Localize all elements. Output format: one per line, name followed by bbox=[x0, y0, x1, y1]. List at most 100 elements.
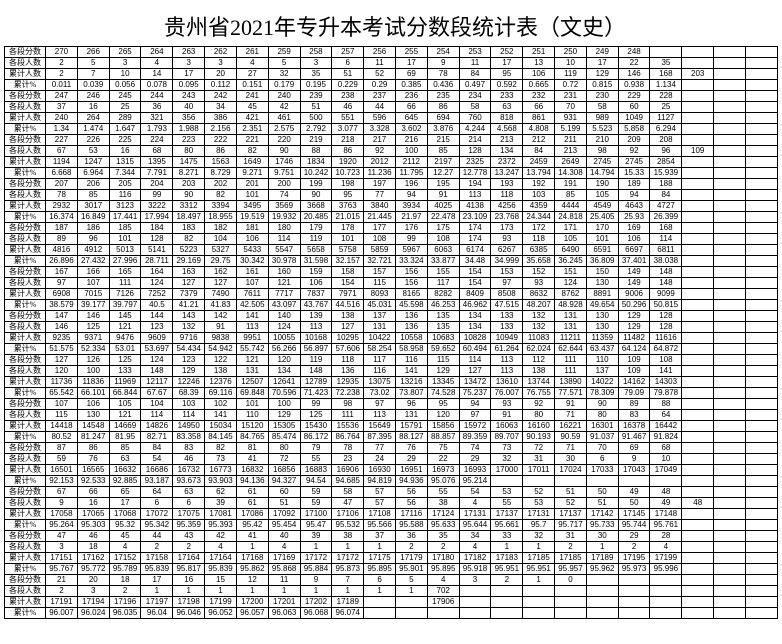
cell bbox=[714, 179, 746, 190]
cell: 4643 bbox=[618, 201, 650, 212]
cell bbox=[714, 608, 746, 619]
cell: 63 bbox=[173, 487, 205, 498]
cell: 2 bbox=[141, 542, 173, 553]
cell: 11736 bbox=[46, 377, 78, 388]
cell: 17043 bbox=[618, 465, 650, 476]
cell bbox=[745, 58, 777, 69]
cell: 130 bbox=[586, 278, 618, 289]
cell: 17092 bbox=[268, 509, 300, 520]
cell: 51 bbox=[332, 69, 364, 80]
cell: 174 bbox=[459, 223, 491, 234]
table-row: 累计人数144181454814669148261495015034151201… bbox=[5, 421, 778, 432]
cell: 1.988 bbox=[173, 124, 205, 135]
cell: 13216 bbox=[395, 377, 427, 388]
cell bbox=[745, 586, 777, 597]
cell: 51.575 bbox=[46, 344, 78, 355]
cell: 13345 bbox=[427, 377, 459, 388]
cell: 59 bbox=[300, 498, 332, 509]
cell: 121 bbox=[236, 355, 268, 366]
cell bbox=[714, 575, 746, 586]
cell: 7126 bbox=[109, 289, 141, 300]
cell bbox=[745, 410, 777, 421]
cell: 114 bbox=[650, 234, 682, 245]
row-label: 各段分数 bbox=[5, 47, 46, 58]
cell: 2.351 bbox=[236, 124, 268, 135]
cell bbox=[555, 597, 587, 608]
cell: 169 bbox=[618, 223, 650, 234]
row-label: 累计% bbox=[5, 520, 46, 531]
cell: 67 bbox=[46, 487, 78, 498]
cell bbox=[491, 597, 523, 608]
cell: 71.423 bbox=[300, 388, 332, 399]
cell: 88 bbox=[300, 146, 332, 157]
cell: 99 bbox=[300, 399, 332, 410]
cell bbox=[714, 157, 746, 168]
cell: 31 bbox=[523, 454, 555, 465]
cell: 2.792 bbox=[300, 124, 332, 135]
row-label: 累计% bbox=[5, 212, 46, 223]
cell: 118 bbox=[332, 355, 364, 366]
cell bbox=[650, 476, 682, 487]
cell: 84.145 bbox=[205, 432, 237, 443]
cell: 16773 bbox=[205, 465, 237, 476]
cell: 57.606 bbox=[332, 344, 364, 355]
cell: 95.918 bbox=[459, 564, 491, 575]
cell: 87.395 bbox=[364, 432, 396, 443]
cell: 645 bbox=[395, 113, 427, 124]
cell: 92 bbox=[523, 399, 555, 410]
cell: 115 bbox=[427, 355, 459, 366]
row-label: 各段人数 bbox=[5, 58, 46, 69]
cell bbox=[682, 586, 714, 597]
cell: 17182 bbox=[459, 553, 491, 564]
cell: 76.007 bbox=[491, 388, 523, 399]
cell bbox=[682, 443, 714, 454]
cell bbox=[714, 465, 746, 476]
cell: 161 bbox=[236, 267, 268, 278]
cell bbox=[682, 476, 714, 487]
table-row: 累计人数119412471315139514751563164917461834… bbox=[5, 157, 778, 168]
cell: 38.579 bbox=[46, 300, 78, 311]
cell: 17137 bbox=[555, 509, 587, 520]
cell: 2 bbox=[491, 575, 523, 586]
table-row: 各段人数675316688086829088869210085128134842… bbox=[5, 146, 778, 157]
cell bbox=[682, 289, 714, 300]
cell: 10295 bbox=[332, 333, 364, 344]
cell: 17116 bbox=[395, 509, 427, 520]
cell: 6591 bbox=[586, 245, 618, 256]
row-label: 各段人数 bbox=[5, 454, 46, 465]
cell: 118 bbox=[491, 190, 523, 201]
cell: 1475 bbox=[173, 157, 205, 168]
cell: 16501 bbox=[46, 465, 78, 476]
cell: 91 bbox=[427, 190, 459, 201]
cell: 3 bbox=[205, 58, 237, 69]
cell bbox=[682, 509, 714, 520]
cell: 34.999 bbox=[491, 256, 523, 267]
table-row: 累计%38.57939.17739.79740.541.2141.8342.50… bbox=[5, 300, 778, 311]
cell: 90.59 bbox=[555, 432, 587, 443]
cell: 16 bbox=[77, 102, 109, 113]
cell: 171 bbox=[555, 223, 587, 234]
cell: 41 bbox=[236, 531, 268, 542]
cell: 3840 bbox=[364, 201, 396, 212]
cell: 229 bbox=[618, 91, 650, 102]
cell: 3 bbox=[46, 542, 78, 553]
cell: 1 bbox=[236, 586, 268, 597]
row-label: 各段分数 bbox=[5, 355, 46, 366]
cell: 12641 bbox=[268, 377, 300, 388]
cell: 129 bbox=[173, 366, 205, 377]
cell: 201 bbox=[236, 179, 268, 190]
cell: 160 bbox=[268, 267, 300, 278]
cell: 17086 bbox=[236, 509, 268, 520]
cell bbox=[618, 586, 650, 597]
cell bbox=[714, 201, 746, 212]
cell: 1 bbox=[364, 542, 396, 553]
cell: 9371 bbox=[77, 333, 109, 344]
cell: 49 bbox=[650, 498, 682, 509]
table-row: 各段分数676665646362616059585756555453525150… bbox=[5, 487, 778, 498]
cell: 1746 bbox=[268, 157, 300, 168]
cell: 95.214 bbox=[459, 476, 491, 487]
cell: 62.024 bbox=[523, 344, 555, 355]
cell: 29 bbox=[395, 454, 427, 465]
cell: 146 bbox=[618, 69, 650, 80]
row-label: 各段人数 bbox=[5, 146, 46, 157]
